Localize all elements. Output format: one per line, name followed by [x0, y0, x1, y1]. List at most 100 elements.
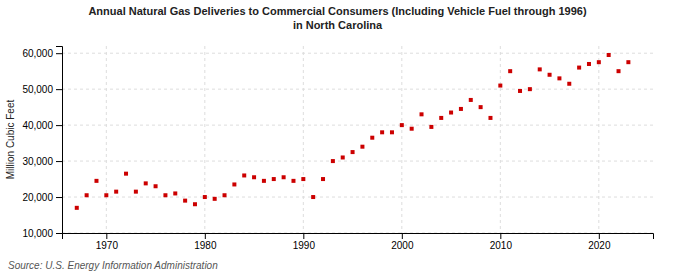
- point: [488, 116, 492, 120]
- x-tick-mark: [106, 233, 107, 239]
- x-tick-label: 1970: [96, 240, 119, 251]
- point: [232, 182, 236, 186]
- y-tick-mark: [56, 233, 62, 234]
- point: [242, 173, 246, 177]
- point: [567, 82, 571, 86]
- point: [291, 179, 295, 183]
- point: [548, 73, 552, 77]
- point: [597, 60, 601, 64]
- points: [75, 53, 631, 210]
- x-tick: 2020: [588, 233, 611, 251]
- point: [262, 179, 266, 183]
- point: [498, 84, 502, 88]
- point: [459, 107, 463, 111]
- point: [193, 202, 197, 206]
- chart: 1970 1980 1990 2000 2010 2020 10,000 20,000 30,0…: [0, 0, 675, 275]
- point: [557, 76, 561, 80]
- x-tick-label: 2020: [588, 240, 611, 251]
- point: [577, 66, 581, 70]
- x-tick: 2010: [490, 233, 513, 251]
- point: [380, 130, 384, 134]
- point: [341, 155, 345, 159]
- x-tick-mark: [500, 233, 501, 239]
- point: [144, 181, 148, 185]
- y-tick-label: 30,000: [22, 156, 53, 167]
- point: [223, 193, 227, 197]
- point: [351, 150, 355, 154]
- x-tick: 2000: [391, 233, 414, 251]
- point: [282, 175, 286, 179]
- point: [400, 123, 404, 127]
- point: [429, 125, 433, 129]
- point: [420, 112, 424, 116]
- y-tick-mark: [56, 125, 62, 126]
- point: [311, 195, 315, 199]
- grid: [62, 46, 653, 233]
- point: [203, 195, 207, 199]
- point: [607, 53, 611, 57]
- point: [124, 172, 128, 176]
- point: [213, 197, 217, 201]
- point: [134, 190, 138, 194]
- grid-line-x: [598, 46, 599, 233]
- point: [469, 98, 473, 102]
- y-tick-label: 50,000: [22, 84, 53, 95]
- y-axis-line: [56, 47, 63, 234]
- point: [617, 69, 621, 73]
- x-tick-label: 1990: [293, 240, 316, 251]
- point: [439, 116, 443, 120]
- point: [163, 193, 167, 197]
- y-tick: 50,000: [22, 84, 62, 95]
- point: [508, 69, 512, 73]
- x-tick-mark: [599, 233, 600, 239]
- title: Annual Natural Gas Deliveries to Commerc…: [88, 5, 587, 31]
- x-axis: 1970 1980 1990 2000 2010 2020: [63, 233, 654, 251]
- grid-line-y: [62, 89, 653, 90]
- y-axis-title: Million Cubic Feet: [5, 100, 16, 180]
- x-tick-mark: [303, 233, 304, 239]
- x-tick-label: 2010: [490, 240, 513, 251]
- point: [518, 89, 522, 93]
- point: [173, 191, 177, 195]
- x-tick-mark: [402, 233, 403, 239]
- point: [154, 184, 158, 188]
- grid-line-y: [62, 197, 653, 198]
- x-axis-line: [63, 234, 654, 240]
- point: [85, 193, 89, 197]
- y-tick-label: 20,000: [22, 192, 53, 203]
- y-tick-mark: [56, 53, 62, 54]
- source-note: Source: U.S. Energy Information Administ…: [8, 260, 218, 271]
- y-tick: 30,000: [22, 156, 62, 167]
- x-tick-label: 2000: [391, 240, 414, 251]
- x-tick: 1970: [96, 233, 119, 251]
- y-tick: 60,000: [22, 48, 62, 59]
- point: [75, 206, 79, 210]
- y-tick-mark: [56, 161, 62, 162]
- y-tick: 10,000: [22, 228, 62, 239]
- grid-line-x: [204, 46, 205, 233]
- y-tick-label: 40,000: [22, 120, 53, 131]
- point: [528, 87, 532, 91]
- point: [360, 145, 364, 149]
- grid-line-y: [62, 161, 653, 162]
- point: [479, 105, 483, 109]
- y-tick-label: 60,000: [22, 48, 53, 59]
- y-tick: 20,000: [22, 192, 62, 203]
- grid-line-y: [62, 125, 653, 126]
- point: [331, 159, 335, 163]
- grid-line-x: [401, 46, 402, 233]
- point: [301, 177, 305, 181]
- y-tick-mark: [56, 197, 62, 198]
- point: [538, 67, 542, 71]
- point: [587, 62, 591, 66]
- point: [272, 177, 276, 181]
- grid-line-y: [62, 53, 653, 54]
- point: [321, 177, 325, 181]
- x-tick-label: 1980: [194, 240, 217, 251]
- plot-area: 1970 1980 1990 2000 2010 2020 10,000 20,000 30,0…: [22, 46, 653, 251]
- point: [183, 199, 187, 203]
- grid-line-x: [106, 46, 107, 233]
- point: [94, 179, 98, 183]
- x-tick: 1980: [194, 233, 217, 251]
- point: [252, 175, 256, 179]
